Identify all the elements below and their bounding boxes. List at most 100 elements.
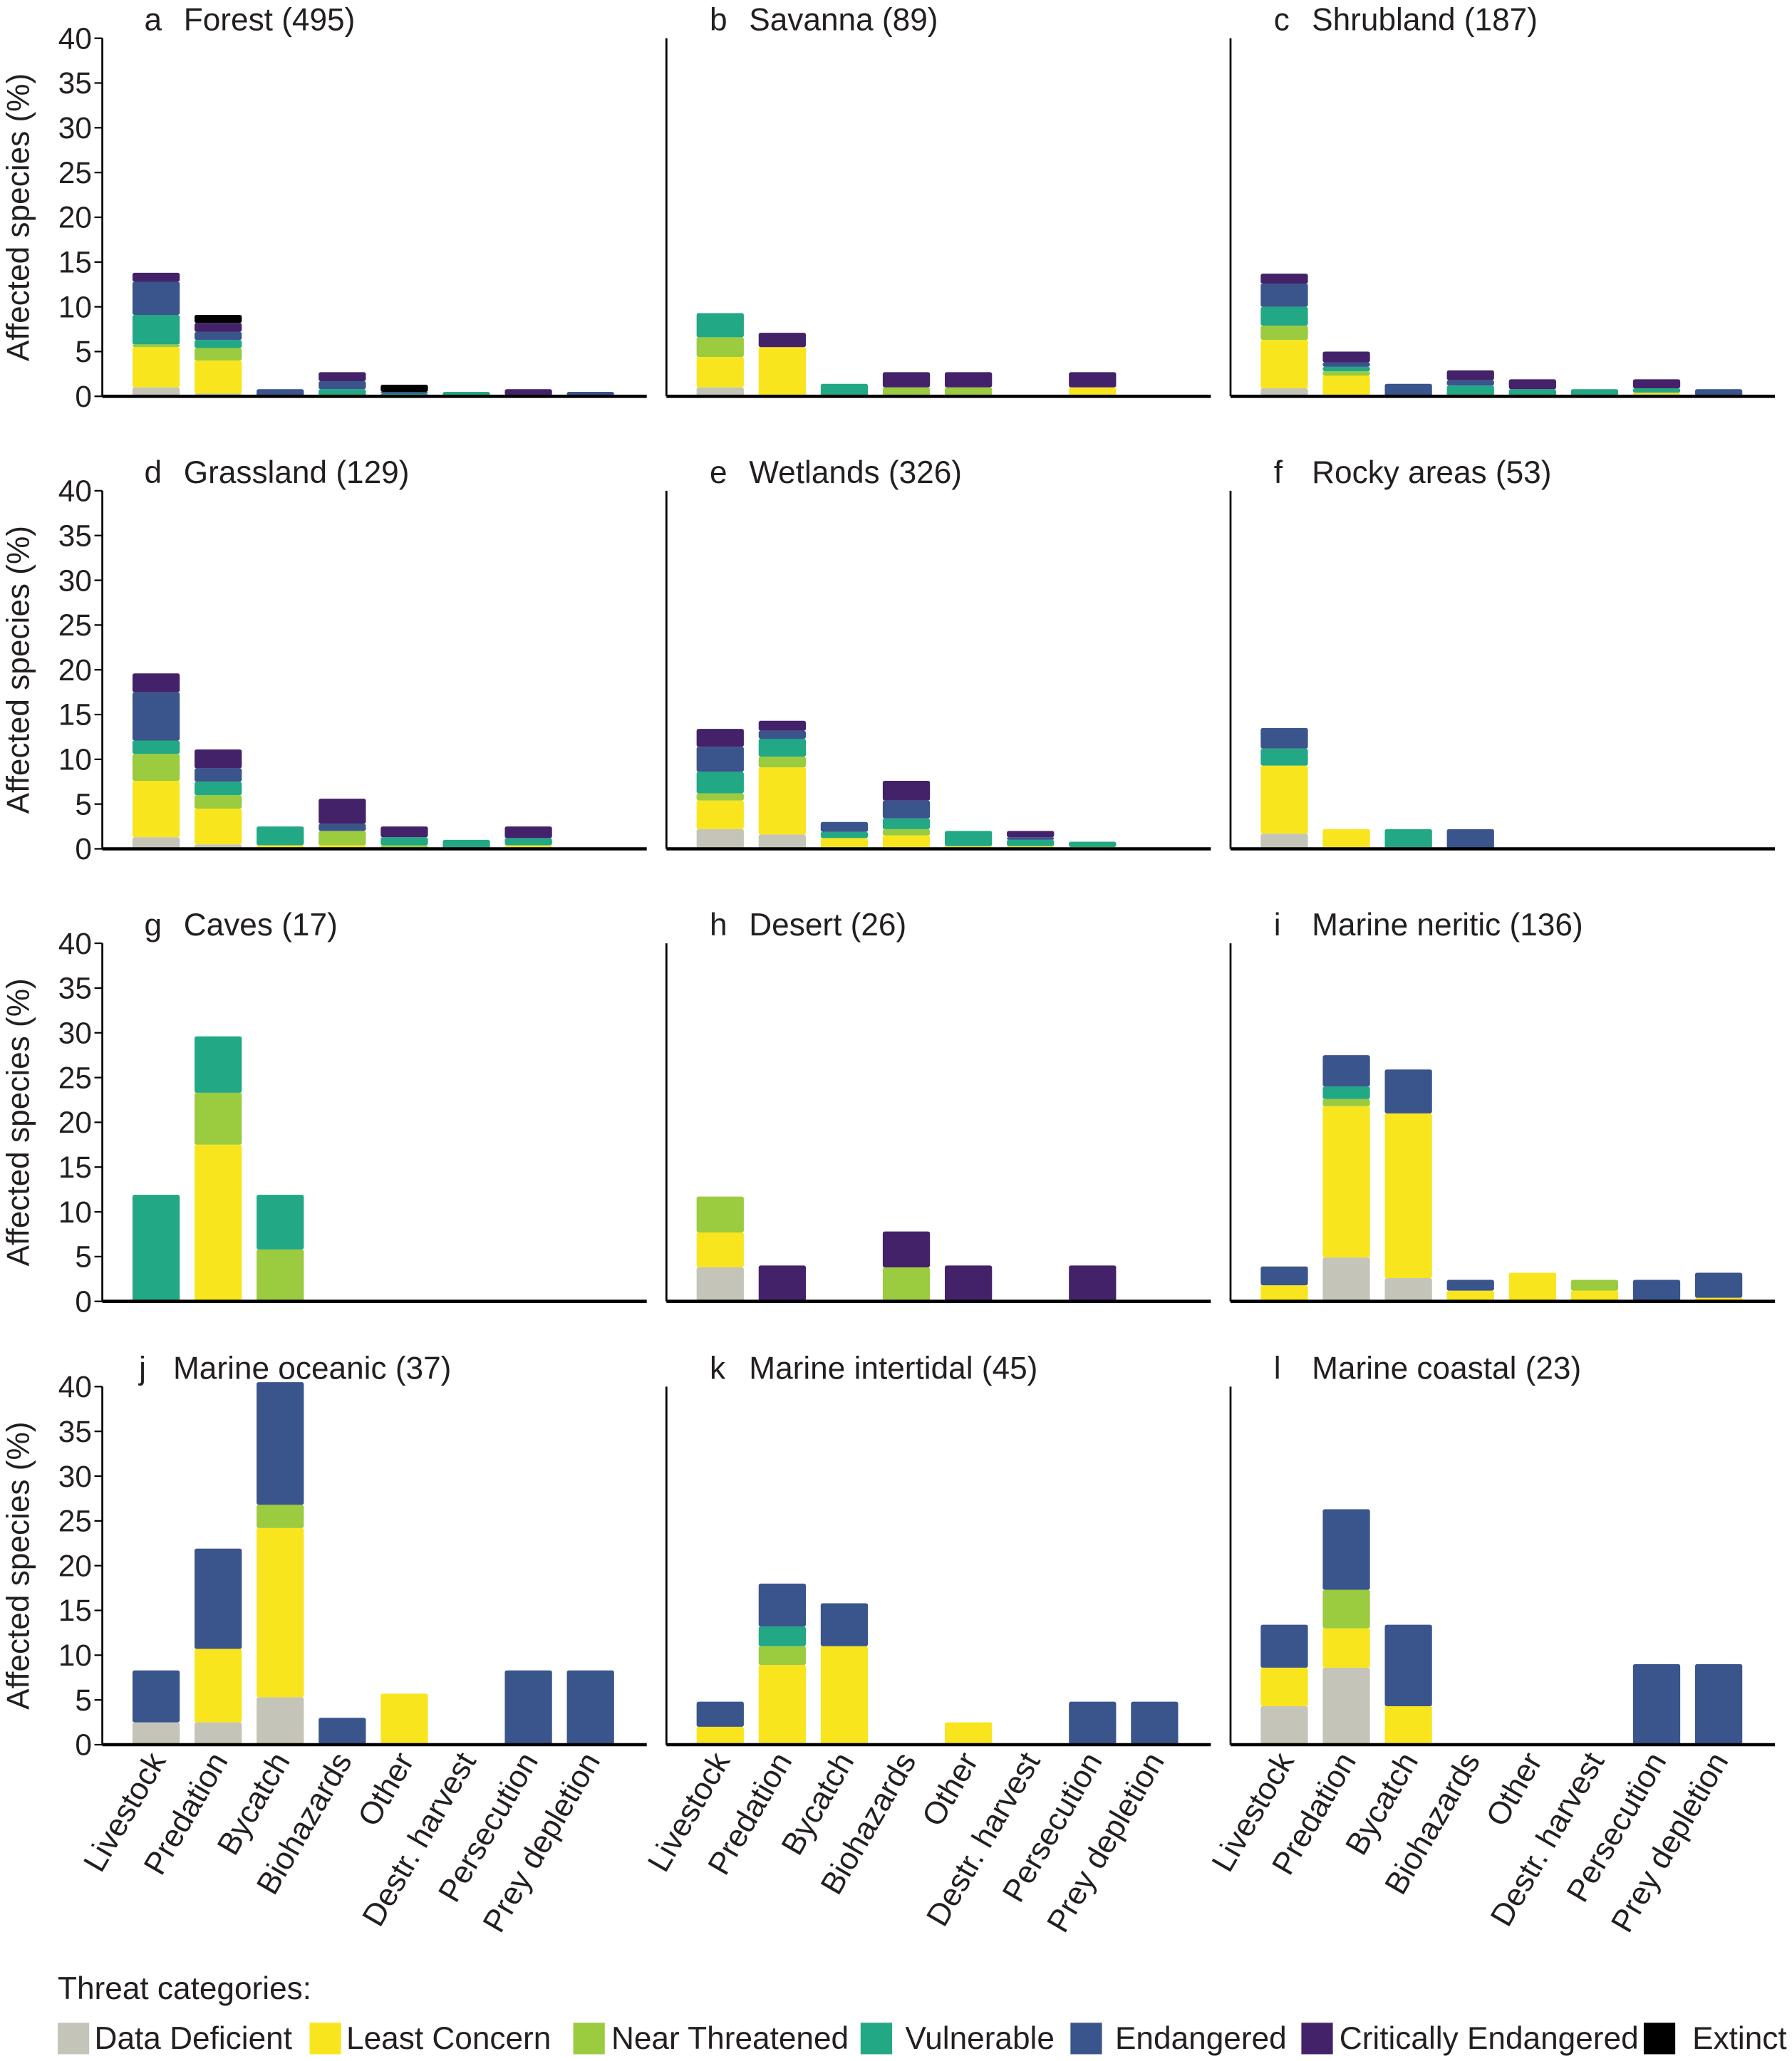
bar-segment-near-threatened	[696, 793, 744, 801]
bar-segment-near-threatened	[1322, 371, 1370, 376]
bar-segment-least-concern	[1322, 375, 1370, 396]
legend-swatch	[1070, 2023, 1102, 2055]
bar-segment-critically-endangered	[944, 372, 993, 388]
bar-other	[944, 831, 993, 849]
bar-segment-vulnerable	[696, 313, 744, 338]
bar-segment-vulnerable	[195, 1036, 242, 1093]
bar-segment-critically-endangered	[504, 826, 552, 839]
legend-swatch	[1301, 2023, 1333, 2055]
bar-segment-endangered	[132, 692, 180, 741]
bar-predation	[195, 749, 242, 849]
bar-livestock	[696, 729, 744, 849]
y-tick-label: 40	[58, 927, 92, 960]
bar-segment-vulnerable	[1446, 385, 1494, 397]
legend-label: Vulnerable	[905, 2021, 1055, 2056]
bar-segment-least-concern	[758, 347, 807, 397]
panel-title: Rocky areas (53)	[1312, 455, 1551, 490]
y-tick-label: 10	[58, 1639, 92, 1672]
bar-segment-least-concern	[758, 1665, 807, 1745]
bar-segment-least-concern	[195, 1144, 242, 1302]
bar-segment-endangered	[195, 768, 242, 782]
bar-segment-vulnerable	[1384, 829, 1432, 849]
bar-biohazards	[1446, 1279, 1494, 1302]
bar-other	[944, 372, 993, 397]
bar-segment-vulnerable	[1508, 389, 1556, 397]
bar-segment-near-threatened	[1322, 1589, 1370, 1629]
bar-other	[1508, 379, 1556, 397]
bar-destr-harvest	[1570, 1279, 1619, 1302]
bar-segment-near-threatened	[195, 348, 242, 361]
bar-segment-least-concern	[1322, 1106, 1370, 1258]
bar-segment-endangered	[820, 821, 869, 832]
legend-label: Extinct	[1692, 2021, 1787, 2056]
bar-segment-least-concern	[1508, 1272, 1556, 1302]
bar-segment-least-concern	[132, 347, 180, 388]
panel-title: Marine neritic (136)	[1312, 908, 1583, 943]
bar-segment-vulnerable	[1570, 389, 1619, 397]
y-tick-label: 5	[75, 1683, 92, 1717]
bar-segment-near-threatened	[944, 387, 993, 397]
bar-destr-harvest	[1007, 831, 1055, 849]
bar-segment-endangered	[318, 380, 366, 390]
bar-segment-endangered	[1007, 837, 1055, 840]
y-tick-label: 20	[58, 1549, 92, 1582]
y-tick-label: 30	[58, 111, 92, 145]
bar-segment-data-deficient	[1322, 1257, 1370, 1302]
panel-title: Shrubland (187)	[1312, 3, 1538, 38]
bar-other	[944, 1265, 993, 1302]
bar-segment-endangered	[758, 730, 807, 739]
bar-segment-near-threatened	[696, 337, 744, 358]
bar-segment-least-concern	[696, 357, 744, 388]
bar-segment-endangered	[1131, 1701, 1179, 1745]
bar-predation	[758, 1265, 807, 1302]
bar-segment-least-concern	[195, 808, 242, 845]
y-tick-label: 25	[58, 156, 92, 190]
bar-destr-harvest	[442, 839, 490, 849]
bar-segment-least-concern	[944, 1722, 993, 1745]
bar-segment-endangered	[132, 281, 180, 315]
bar-segment-endangered	[318, 1718, 366, 1745]
y-tick-label: 15	[58, 1594, 92, 1627]
bar-segment-vulnerable	[820, 831, 869, 839]
bar-segment-data-deficient	[758, 834, 807, 849]
legend-item-near-threatened: Near Threatened	[573, 2021, 849, 2056]
bar-segment-least-concern	[1384, 1706, 1432, 1745]
bar-segment-least-concern	[696, 1232, 744, 1267]
bar-predation	[758, 720, 807, 849]
y-tick-label: 30	[58, 1016, 92, 1049]
bar-segment-endangered	[758, 1583, 807, 1627]
bar-segment-data-deficient	[1322, 1667, 1370, 1745]
bar-persecution	[1069, 1701, 1117, 1745]
y-tick-label: 10	[58, 743, 92, 777]
bar-segment-endangered	[1632, 1279, 1681, 1302]
bar-segment-endangered	[1069, 1701, 1117, 1745]
y-tick-label: 40	[58, 1370, 92, 1403]
bar-segment-endangered	[1260, 283, 1308, 307]
bar-livestock	[132, 272, 180, 397]
bar-segment-extinct	[195, 314, 242, 323]
legend-title: Threat categories:	[58, 1971, 311, 2006]
bar-segment-near-threatened	[257, 1505, 304, 1528]
bar-segment-critically-endangered	[882, 1231, 931, 1267]
bar-segment-critically-endangered	[758, 333, 807, 348]
bar-predation	[195, 1548, 242, 1745]
y-axis-label: Affected species (%)	[1, 73, 36, 361]
panel-letter: e	[710, 455, 727, 490]
bar-segment-endangered	[380, 392, 428, 394]
bar-segment-least-concern	[820, 838, 869, 849]
bar-segment-critically-endangered	[1007, 831, 1055, 838]
bar-segment-critically-endangered	[318, 799, 366, 824]
bar-bycatch	[1384, 1624, 1432, 1745]
bar-segment-least-concern	[195, 1649, 242, 1723]
bar-segment-vulnerable	[257, 1195, 304, 1250]
bar-segment-least-concern	[132, 781, 180, 838]
bar-predation	[1322, 351, 1370, 397]
bar-segment-least-concern	[195, 360, 242, 394]
bar-biohazards	[1446, 829, 1494, 849]
bar-segment-endangered	[1260, 727, 1308, 749]
panel-letter: j	[138, 1351, 146, 1386]
bar-segment-endangered	[1632, 1663, 1681, 1745]
bar-segment-near-threatened	[1570, 1279, 1619, 1291]
bar-bycatch	[257, 389, 304, 397]
bar-segment-data-deficient	[1384, 1278, 1432, 1302]
